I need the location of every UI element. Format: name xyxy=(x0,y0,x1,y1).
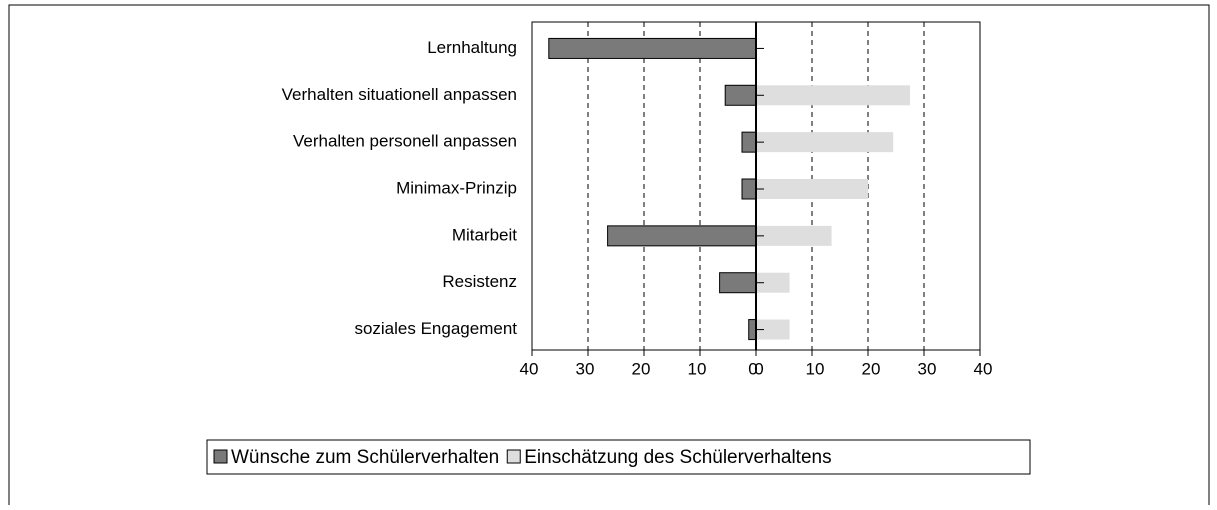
x-tick-label: 0 xyxy=(754,359,763,378)
category-label: Mitarbeit xyxy=(452,225,517,244)
legend-label: Wünsche zum Schülerverhalten xyxy=(231,447,499,468)
bar xyxy=(719,272,757,294)
bar xyxy=(756,319,790,340)
legend-label: Einschätzung des Schülerverhaltens xyxy=(524,447,831,468)
x-tick-label: 0 xyxy=(748,359,757,378)
bar xyxy=(756,132,894,153)
legend-box xyxy=(206,439,1031,475)
bar xyxy=(741,178,757,200)
x-tick-label: 20 xyxy=(862,359,881,378)
bar xyxy=(756,85,910,106)
category-label: Minimax-Prinzip xyxy=(396,178,517,197)
x-tick-label: 30 xyxy=(918,359,937,378)
x-tick-label: 40 xyxy=(520,359,539,378)
x-tick-label: 40 xyxy=(974,359,993,378)
category-label: soziales Engagement xyxy=(354,319,517,338)
bar xyxy=(756,225,832,246)
bar xyxy=(741,131,757,153)
bar xyxy=(607,225,757,247)
category-label: Verhalten personell anpassen xyxy=(293,132,517,151)
bar xyxy=(748,319,757,341)
bar xyxy=(756,272,790,293)
category-label: Resistenz xyxy=(442,272,517,291)
x-tick-label: 30 xyxy=(576,359,595,378)
legend-swatch xyxy=(213,449,228,464)
bar xyxy=(724,84,757,106)
bar xyxy=(756,179,868,199)
category-label: Lernhaltung xyxy=(427,38,517,57)
bar xyxy=(548,37,757,59)
legend-swatch xyxy=(506,449,521,464)
x-tick-label: 20 xyxy=(632,359,651,378)
x-tick-label: 10 xyxy=(806,359,825,378)
category-label: Verhalten situationell anpassen xyxy=(282,85,517,104)
x-tick-label: 10 xyxy=(688,359,707,378)
